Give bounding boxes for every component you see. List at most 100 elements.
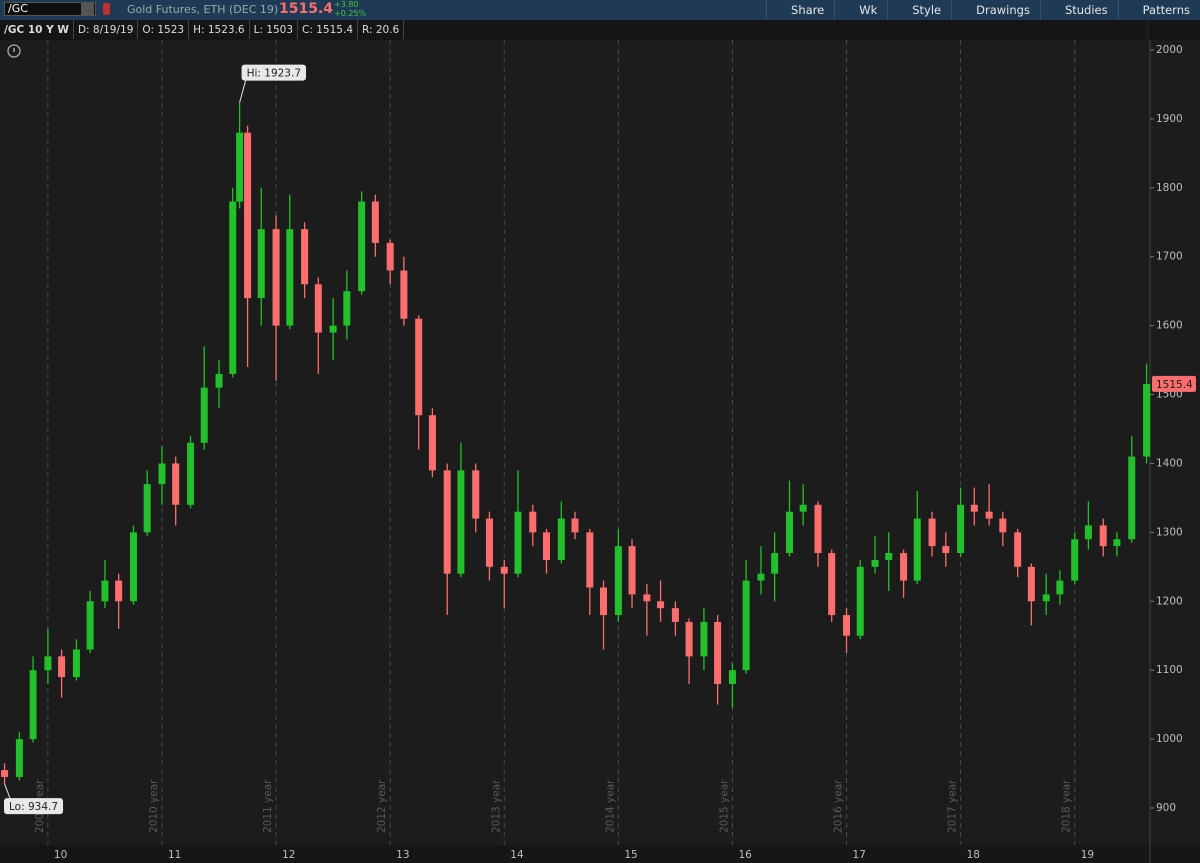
toolbar-button[interactable]: Style: [887, 0, 951, 20]
toolbar-button[interactable]: Wk: [834, 0, 887, 20]
candle-body: [1128, 456, 1136, 540]
toolbar-button[interactable]: Patterns: [1117, 0, 1200, 20]
candle-body: [586, 532, 594, 588]
x-axis-bg: [0, 845, 1200, 863]
last-price: 1515.4: [279, 1, 334, 17]
year-label: 2014 year: [604, 779, 616, 833]
y-tick-label: 1200: [1156, 595, 1183, 607]
candle-body: [86, 601, 94, 650]
symbol-box[interactable]: /GC: [4, 2, 96, 16]
year-label: 2016 year: [833, 779, 845, 833]
candle-body: [358, 201, 366, 292]
candle-body: [129, 532, 137, 602]
candle-body: [999, 518, 1007, 533]
candle-body: [1071, 539, 1079, 581]
candle-body: [158, 463, 166, 485]
candle-body: [871, 559, 879, 567]
info-icon[interactable]: [7, 44, 21, 58]
dropdown[interactable]: [81, 3, 94, 15]
candle-body: [643, 594, 651, 602]
candle-body: [1143, 383, 1151, 457]
candle-body: [143, 484, 151, 533]
candle-body: [942, 546, 950, 554]
candle-body: [301, 229, 309, 285]
candle-body: [1099, 525, 1107, 547]
candle-body: [1056, 580, 1064, 595]
candle-body: [714, 621, 722, 684]
candle-body: [457, 470, 465, 574]
y-tick-label: 1100: [1156, 664, 1183, 676]
year-label: 2012 year: [376, 779, 388, 833]
candle-body: [200, 387, 208, 443]
candle-body: [856, 566, 864, 636]
last-price-label: 1515.4: [1156, 379, 1193, 391]
toolbar-button[interactable]: Share: [766, 0, 834, 20]
candle-body: [728, 670, 736, 684]
x-tick-label: 11: [168, 849, 181, 861]
candle-body: [172, 463, 180, 505]
candle-body: [514, 511, 522, 574]
candle-body: [542, 532, 550, 560]
low-annotation-box: [4, 798, 64, 815]
toolbar-button[interactable]: Studies: [1039, 0, 1118, 20]
candle-body: [785, 511, 793, 554]
year-label: 2013 year: [490, 779, 502, 833]
candle-body: [900, 553, 908, 581]
toolbar: /GC Gold Futures, ETH (DEC 19) 1515.4 +3…: [0, 0, 1200, 20]
candle-body: [571, 518, 579, 533]
high-annotation: Hi: 1923.7: [241, 64, 307, 81]
y-tick-label: 2000: [1156, 44, 1183, 56]
candle-body: [386, 242, 394, 271]
candle-body: [600, 587, 608, 616]
info-low: L: 1503: [250, 20, 299, 39]
candle-body: [443, 470, 451, 574]
candle-body: [957, 504, 965, 554]
candle-body: [885, 553, 893, 560]
candle-body: [814, 504, 822, 554]
candle-body: [928, 518, 936, 547]
low-pointer: [4, 783, 11, 799]
y-tick-label: 900: [1156, 802, 1176, 814]
candle-body: [485, 518, 493, 567]
change-pct: +0.25%: [334, 9, 367, 18]
candle-body: [1, 770, 9, 777]
candle-body: [44, 656, 52, 671]
y-tick-label: 1700: [1156, 251, 1183, 263]
candle-body: [843, 615, 851, 636]
info-date: D: 8/19/19: [74, 20, 139, 39]
candle-body: [913, 518, 921, 581]
candle-body: [244, 132, 252, 299]
candle-body: [1027, 566, 1035, 602]
low-annotation: Lo: 934.7: [4, 798, 64, 815]
candle-body: [742, 580, 750, 671]
year-label: 2011 year: [262, 779, 274, 833]
axis-corner: [1150, 20, 1200, 40]
description: Gold Futures, ETH (DEC 19): [127, 3, 279, 16]
candle-body: [272, 229, 280, 326]
candle-body: [757, 573, 765, 581]
candle-body: [685, 621, 693, 657]
candle-body: [215, 373, 223, 388]
candle-body: [799, 504, 807, 512]
candle-body: [1042, 594, 1050, 602]
candle-body: [657, 601, 665, 609]
low-annotation-text: Lo: 934.7: [9, 801, 58, 813]
candle-body: [58, 656, 66, 678]
toolbar-button[interactable]: Drawings: [951, 0, 1040, 20]
year-label: 2015 year: [718, 779, 730, 833]
candle-body: [29, 670, 37, 740]
x-tick-label: 17: [853, 849, 866, 861]
y-tick-label: 1000: [1156, 733, 1183, 745]
candle-body: [115, 580, 123, 602]
chart-title: /GC 10 Y W: [0, 20, 74, 39]
candle-body: [415, 318, 423, 416]
toolbar-buttons: Share Wk Style Drawings Studies Patterns: [766, 0, 1200, 20]
change: +3.80: [334, 0, 359, 9]
x-tick-label: 16: [738, 849, 752, 861]
x-tick-label: 14: [510, 849, 524, 861]
info-high: H: 1523.6: [189, 20, 250, 39]
x-tick-label: 18: [967, 849, 980, 861]
info-range: R: 20.6: [358, 20, 405, 39]
candle-body: [187, 442, 195, 505]
